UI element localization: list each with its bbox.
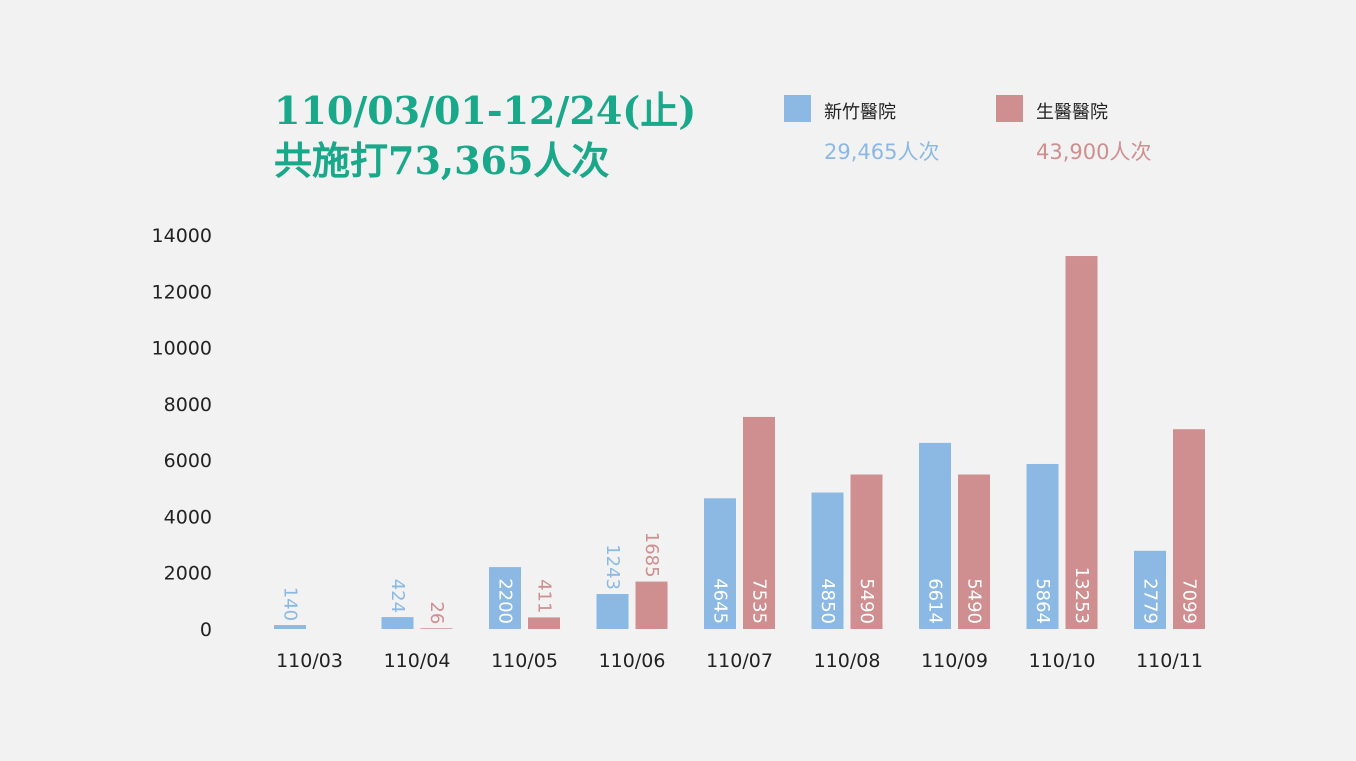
bar-series1 (1134, 550, 1166, 629)
y-tick-label: 6000 (164, 450, 212, 472)
y-tick-label: 8000 (164, 394, 212, 416)
bar-series1 (381, 617, 414, 629)
bar-series1 (704, 498, 736, 629)
bar-series2 (528, 617, 560, 629)
x-tick-label: 110/07 (706, 650, 773, 672)
bar-series2 (1173, 429, 1205, 629)
bar-series1 (811, 492, 844, 629)
x-tick-label: 110/03 (276, 650, 343, 672)
bar-series1 (274, 625, 306, 629)
data-label-series2: 5490 (964, 578, 985, 624)
data-label-series1: 2779 (1140, 578, 1161, 624)
bar-series1 (489, 567, 521, 629)
bar-series2 (743, 416, 775, 629)
data-label-series1: 1243 (602, 544, 623, 590)
y-tick-label: 2000 (164, 563, 212, 585)
legend-total-series1: 29,465人次 (824, 140, 940, 164)
data-label-series1: 140 (280, 587, 301, 621)
bar-series1 (919, 442, 951, 629)
bar-series2 (958, 474, 990, 629)
data-label-series1: 2200 (495, 578, 516, 624)
bar-series1 (596, 594, 629, 629)
data-label-series1: 5864 (1032, 578, 1053, 624)
legend-total-series2: 43,900人次 (1036, 140, 1152, 164)
y-tick-label: 14000 (152, 225, 212, 247)
bar-series2 (420, 628, 453, 629)
bar-series1 (1026, 463, 1059, 629)
x-tick-label: 110/08 (814, 650, 881, 672)
legend-name-series2: 生醫醫院 (1036, 102, 1108, 123)
data-label-series2: 26 (426, 601, 447, 624)
y-tick-label: 10000 (152, 338, 212, 360)
y-tick-label: 12000 (152, 281, 212, 303)
data-label-series2: 7099 (1179, 578, 1200, 624)
chart-title-line1: 110/03/01-12/24(止) (274, 88, 697, 133)
legend-name-series1: 新竹醫院 (824, 102, 896, 123)
legend-swatch-series1 (784, 95, 811, 122)
x-tick-label: 110/10 (1029, 650, 1096, 672)
data-label-series2: 7535 (749, 578, 770, 624)
y-tick-label: 4000 (164, 506, 212, 528)
bar-series2 (850, 474, 883, 629)
chart-title: 110/03/01-12/24(止) 共施打73,365人次 (274, 86, 696, 186)
x-tick-label: 110/06 (599, 650, 666, 672)
x-tick-label: 110/04 (384, 650, 451, 672)
y-tick-label: 0 (200, 619, 212, 641)
x-tick-label: 110/09 (921, 650, 988, 672)
data-label-series1: 4850 (817, 578, 838, 624)
x-tick-label: 110/05 (491, 650, 558, 672)
data-label-series1: 6614 (925, 578, 946, 624)
data-label-series1: 424 (387, 579, 408, 613)
data-label-series2: 1685 (641, 532, 662, 578)
data-label-series1: 4645 (710, 578, 731, 624)
data-label-series2: 13253 (1071, 567, 1092, 624)
data-label-series2: 411 (534, 579, 555, 613)
legend-swatch-series2 (996, 95, 1023, 122)
chart-title-line2: 共施打73,365人次 (274, 138, 610, 183)
x-tick-label: 110/11 (1136, 650, 1203, 672)
data-label-series2: 5490 (856, 578, 877, 624)
bar-series2 (635, 581, 668, 629)
bar-series2 (1065, 256, 1098, 629)
